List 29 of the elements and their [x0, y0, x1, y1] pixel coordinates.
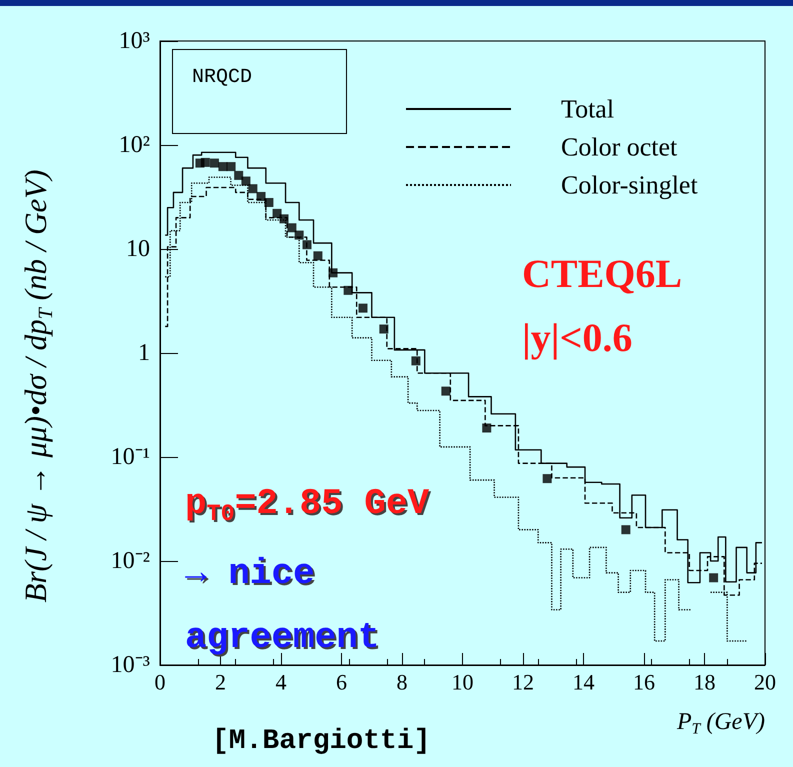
x-tick-label: 10: [452, 670, 474, 694]
x-tick-label: 16: [633, 670, 655, 694]
x-tick-label: 14: [572, 670, 594, 694]
annotation: → nice: [185, 553, 315, 594]
x-tick-label: 4: [276, 670, 286, 694]
x-axis-title: P$_{T}$ (GeV): [677, 709, 765, 738]
legend-label: Color octet: [561, 132, 678, 162]
text: [M.Bargiotti]: [212, 726, 430, 757]
x-tick-label: 2: [215, 670, 226, 694]
x-tick-label: 20: [754, 670, 776, 694]
y-tick-label: 10⁻³: [110, 652, 150, 678]
y-tick-label: 1: [138, 340, 150, 366]
x-tick-label: 18: [694, 670, 716, 694]
legend-label: Color-singlet: [561, 170, 698, 200]
annotation: NRQCD: [192, 66, 252, 89]
y-tick-label: 10²: [118, 132, 150, 158]
x-tick-label: 6: [336, 670, 347, 694]
x-tick-label: 0: [154, 670, 166, 694]
y-tick-label: 10⁻¹: [110, 444, 150, 470]
legend-label: Total: [561, 94, 614, 124]
y-tick-label: 10⁻²: [110, 548, 150, 574]
y-tick-label: 10: [126, 236, 150, 262]
x-tick-label: 12: [512, 670, 534, 694]
annotation: |y|<0.6: [522, 315, 632, 360]
annotation: p$_{T0}$=2.85 GeV: [185, 483, 430, 528]
annotation: agreement: [185, 617, 380, 658]
annotation: CTEQ6L: [522, 251, 682, 296]
y-tick-label: 10³: [118, 28, 150, 54]
x-tick-label: 8: [396, 670, 408, 694]
